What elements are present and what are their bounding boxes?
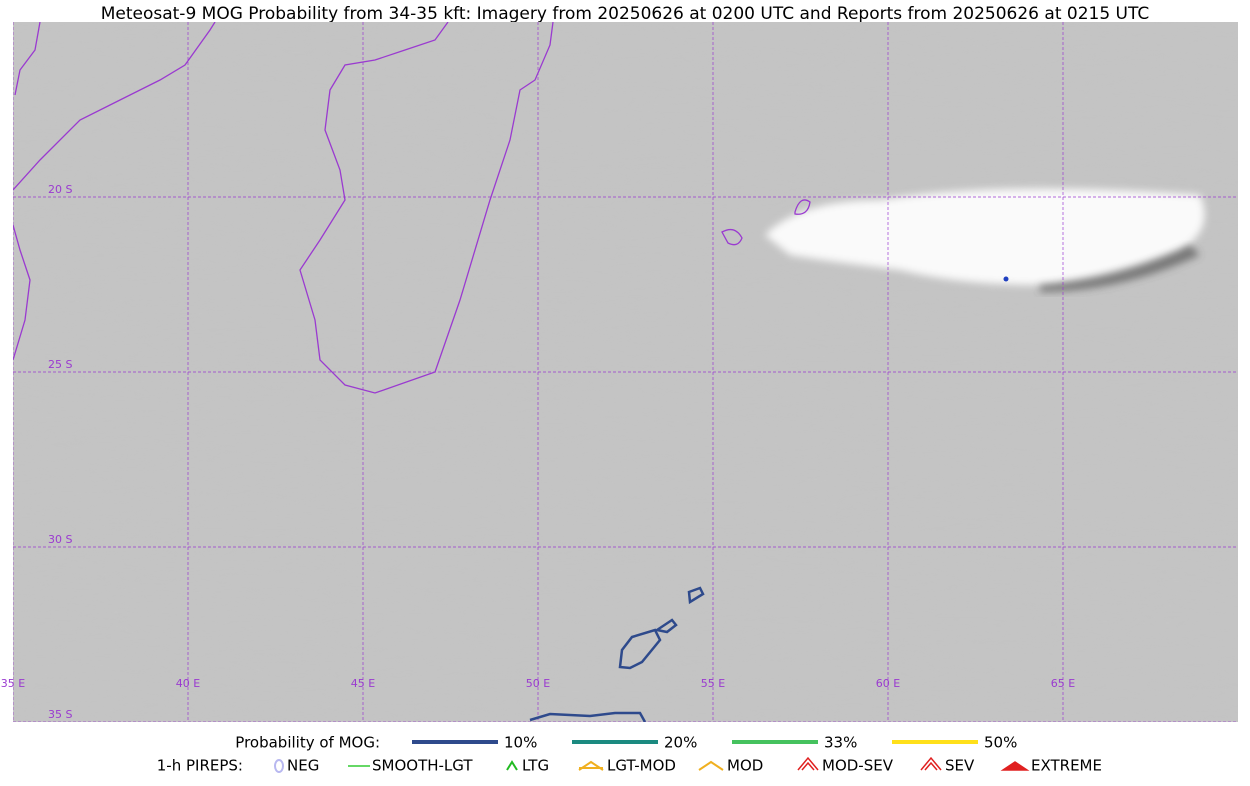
legend-label: LGT-MOD: [607, 757, 676, 775]
title: Meteosat-9 MOG Probability from 34-35 kf…: [101, 4, 1150, 24]
map: [13, 22, 1238, 722]
pirep-icon: [920, 756, 942, 771]
legend-label: SMOOTH-LGT: [372, 757, 473, 775]
pirep-icon: [797, 756, 819, 771]
icon: [1000, 761, 1030, 771]
lat-label: 30 S: [48, 533, 72, 546]
lon-label: 65 E: [1051, 677, 1075, 690]
lon-label: 50 E: [526, 677, 550, 690]
legend-label: LTG: [522, 757, 549, 775]
lon-label: 35 E: [1, 677, 25, 690]
icon: [578, 760, 604, 771]
legend-label: EXTREME: [1031, 757, 1102, 775]
icon: [797, 756, 819, 771]
lat-label: 20 S: [48, 183, 72, 196]
pirep-icon: [506, 760, 518, 771]
icon: [274, 759, 284, 773]
legend-label: 50%: [984, 734, 1017, 752]
legend-label: 33%: [824, 734, 857, 752]
pirep-icon: [578, 760, 604, 771]
pirep-icon: [1000, 761, 1030, 771]
prob-contours: [529, 586, 705, 722]
icon: [698, 760, 724, 771]
legend-label: 20%: [664, 734, 697, 752]
lat-label: 25 S: [48, 358, 72, 371]
lat-label: 35 S: [48, 708, 72, 721]
graticule: [13, 22, 1238, 722]
icon: [920, 756, 942, 771]
legend-title: Probability of MOG:: [235, 734, 380, 752]
legend-label: MOD-SEV: [822, 757, 894, 775]
lon-label: 45 E: [351, 677, 375, 690]
legend: Probability of MOG: 10% 20% 33% 50% 1-h PIREP…: [157, 734, 1102, 775]
legend-label: 10%: [504, 734, 537, 752]
pirep-icon: [698, 760, 724, 771]
legend-label: SEV: [945, 757, 975, 775]
lon-label: 40 E: [176, 677, 200, 690]
lon-label: 60 E: [876, 677, 900, 690]
lon-label: 55 E: [701, 677, 725, 690]
icon: [506, 760, 518, 771]
cloud-shadow: [1040, 245, 1200, 292]
pirep-icon: [274, 759, 284, 773]
legend-title: 1-h PIREPS:: [157, 757, 243, 775]
cloud: [765, 188, 1205, 285]
pirep-marker: [1003, 276, 1009, 282]
grid-labels: 20 S 25 S 30 S 35 S 35 E 40 E 45 E 50 E 55 E 60 E…: [1, 183, 1075, 721]
coastlines: [13, 22, 811, 394]
legend-label: NEG: [287, 757, 319, 775]
legend-label: MOD: [727, 757, 763, 775]
